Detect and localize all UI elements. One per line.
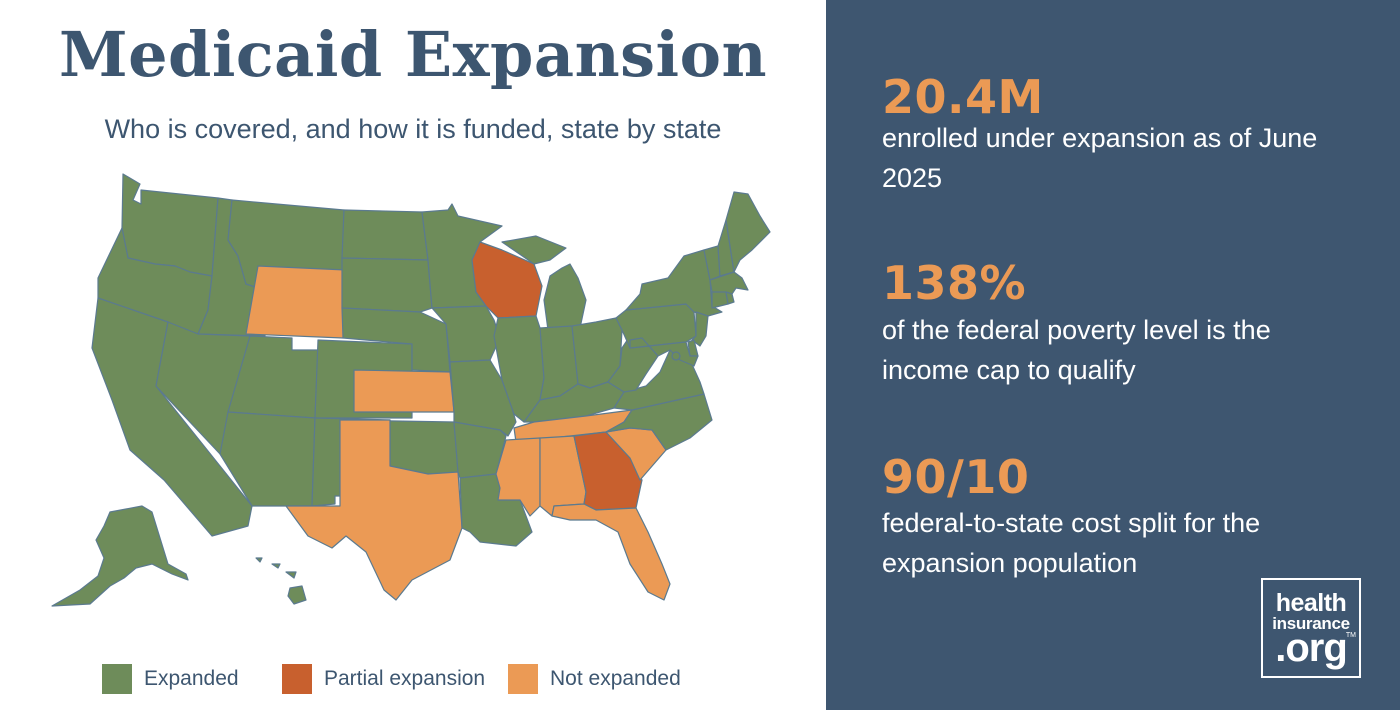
us-map bbox=[51, 173, 771, 607]
state-mi bbox=[501, 235, 587, 331]
legend-label-partial: Partial expansion bbox=[324, 667, 486, 690]
stat-value-poverty-level: 138% bbox=[882, 256, 1027, 310]
state-ne bbox=[341, 307, 451, 373]
legend-label-expanded: Expanded bbox=[144, 667, 239, 690]
logo-line-insurance: insurance bbox=[1272, 614, 1350, 633]
state-hi bbox=[255, 557, 307, 605]
map-panel: Medicaid Expansion Who is covered, and h… bbox=[51, 18, 771, 694]
legend-swatch-expanded bbox=[102, 664, 132, 694]
legend-swatch-not-expanded bbox=[508, 664, 538, 694]
logo-trademark: TM bbox=[1345, 632, 1356, 639]
page-title: Medicaid Expansion bbox=[58, 18, 768, 91]
healthinsurance-logo: health insurance .org TM bbox=[1261, 578, 1361, 678]
state-pa bbox=[615, 303, 697, 349]
state-ri bbox=[725, 291, 735, 305]
stat-desc-cost-split: federal-to-state cost split for the expa… bbox=[882, 508, 1261, 578]
legend-swatch-partial bbox=[282, 664, 312, 694]
state-wi bbox=[471, 241, 543, 319]
stat-desc-poverty-level: of the federal poverty level is the inco… bbox=[882, 315, 1271, 385]
legend-item-not-expanded: Not expanded bbox=[508, 664, 681, 694]
legend-label-not-expanded: Not expanded bbox=[550, 667, 681, 690]
stat-desc-enrollment: enrolled under expansion as of June 2025 bbox=[882, 123, 1318, 193]
legend-item-expanded: Expanded bbox=[102, 664, 239, 694]
state-nd bbox=[341, 209, 429, 261]
logo-line-health: health bbox=[1275, 589, 1347, 617]
state-sd bbox=[341, 257, 433, 313]
page-subtitle: Who is covered, and how it is funded, st… bbox=[104, 114, 722, 144]
state-dc bbox=[671, 351, 681, 361]
logo-line-org: .org bbox=[1275, 626, 1348, 670]
legend-item-partial: Partial expansion bbox=[282, 664, 485, 694]
state-me bbox=[725, 191, 771, 273]
state-wy bbox=[245, 265, 347, 339]
state-ak bbox=[51, 505, 189, 607]
state-md bbox=[629, 337, 699, 367]
state-ct bbox=[711, 291, 729, 309]
state-nj bbox=[691, 311, 709, 347]
state-tx bbox=[285, 419, 463, 601]
stat-value-enrollment: 20.4M bbox=[882, 70, 1044, 124]
stats-panel: 20.4M enrolled under expansion as of Jun… bbox=[826, 0, 1400, 710]
state-fl bbox=[551, 503, 671, 601]
state-mo bbox=[449, 359, 517, 437]
state-ia bbox=[431, 305, 501, 363]
state-ks bbox=[353, 369, 455, 413]
stat-value-cost-split: 90/10 bbox=[882, 450, 1030, 504]
